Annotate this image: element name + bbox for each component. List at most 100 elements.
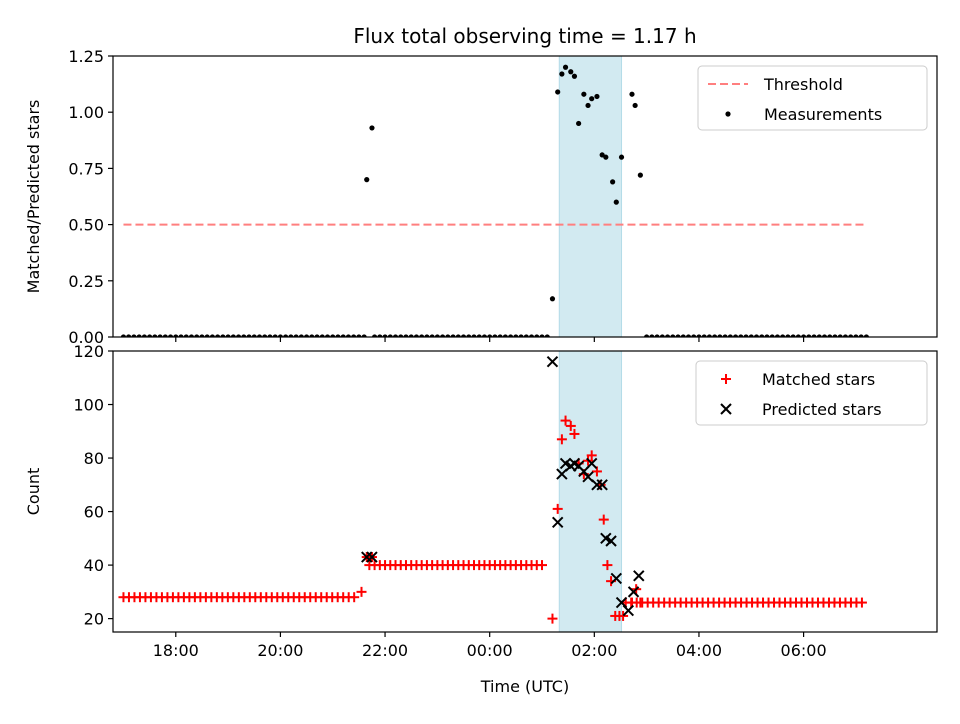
measurement-point — [644, 334, 650, 337]
marker-d2 — [610, 572, 623, 585]
measurement-point — [481, 334, 488, 337]
matched-star-marker — [565, 420, 576, 431]
marker-d2 — [546, 355, 559, 368]
marker-d2 — [596, 479, 608, 491]
measurement-point — [559, 71, 565, 77]
x-axis-label: Time (UTC) — [480, 677, 569, 696]
measurement-point — [727, 334, 733, 337]
matched-star-marker — [569, 428, 580, 439]
measurement-point — [774, 334, 781, 337]
measurement-point — [371, 334, 378, 337]
measurement-point — [743, 334, 749, 337]
measurement-point — [629, 91, 635, 97]
predicted-star-marker — [551, 516, 564, 528]
measurement-point — [691, 334, 697, 337]
measurement-point — [392, 334, 399, 337]
y-tick-label: 1.25 — [68, 47, 104, 66]
marker-d2 — [600, 532, 612, 545]
measurement-point — [471, 334, 477, 337]
legend: Threshold Measurements — [697, 65, 928, 131]
measurement-point — [842, 334, 849, 337]
measurement-point — [722, 334, 728, 337]
x-tick-label: 20:00 — [257, 641, 303, 660]
measurement-point — [800, 334, 807, 337]
measurement-point — [387, 334, 393, 337]
measurement-point — [460, 334, 467, 337]
measurement-point — [863, 334, 869, 337]
measurement-point — [523, 334, 529, 337]
measurement-point — [811, 334, 817, 337]
measurement-point — [450, 334, 456, 337]
measurement-point — [581, 91, 587, 97]
measurement-point — [685, 334, 692, 337]
marker-d2 — [591, 479, 603, 491]
measurement-point — [832, 334, 838, 337]
measurement-point — [351, 334, 357, 337]
swatch-d2 — [720, 403, 732, 415]
measurement-point — [204, 334, 210, 337]
measurement-point — [664, 334, 671, 337]
measurement-point — [303, 334, 310, 337]
measurement-point — [528, 334, 535, 337]
legend-predicted-swatch — [720, 403, 732, 415]
measurement-point — [330, 334, 336, 337]
x-tick-label: 02:00 — [571, 641, 617, 660]
marker-d2 — [615, 596, 628, 609]
x-tick-label: 22:00 — [362, 641, 408, 660]
x-tick-label: 00:00 — [467, 641, 513, 660]
measurement-point — [769, 334, 775, 337]
measurement-point — [513, 334, 519, 337]
marker-d2 — [366, 551, 378, 563]
measurement-point — [675, 334, 681, 337]
measurement-point — [610, 179, 616, 185]
measurement-point — [424, 334, 430, 337]
observing-window-shade — [558, 56, 623, 337]
y-tick-label: 0.25 — [68, 272, 104, 291]
top-panel: 0.00 0.25 0.50 0.75 1.00 1.25 Matched/Predicte… — [24, 47, 938, 347]
measurement-point — [594, 93, 600, 100]
marker-d2 — [556, 468, 568, 480]
measurement-point — [487, 334, 493, 337]
measurement-point — [670, 334, 676, 337]
measurement-point — [152, 334, 158, 337]
marker-d2 — [559, 457, 572, 470]
measurement-point — [848, 334, 854, 337]
measurement-point — [288, 334, 294, 337]
measurement-point — [225, 334, 231, 337]
measurement-point — [576, 120, 582, 127]
measurement-point — [209, 334, 216, 337]
predicted-star-marker — [546, 355, 559, 368]
measurement-point — [827, 334, 833, 337]
axes-frame — [112, 350, 938, 633]
chart-title: Flux total observing time = 1.17 h — [353, 24, 696, 48]
measurement-point — [246, 334, 252, 337]
measurement-point — [141, 334, 147, 337]
matched-star-marker — [547, 613, 558, 624]
measurement-point — [345, 334, 352, 337]
predicted-star-marker — [582, 471, 594, 483]
measurement-point — [816, 334, 822, 337]
measurement-point — [126, 334, 132, 337]
measurement-point — [309, 334, 315, 337]
predicted-star-marker — [627, 586, 640, 598]
series-1 — [361, 355, 645, 617]
marker-d2 — [551, 516, 564, 528]
legend-box — [697, 65, 928, 131]
measurement-point — [314, 334, 320, 337]
measurement-point — [759, 334, 765, 337]
measurement-point — [256, 334, 263, 337]
legend-measurement-swatch — [725, 111, 731, 117]
measurement-point — [413, 334, 420, 337]
observing-window-shade — [558, 351, 623, 632]
x-tick-label: 06:00 — [781, 641, 827, 660]
measurement-point — [319, 334, 325, 337]
measurement-point — [706, 334, 713, 337]
measurement-point — [518, 334, 524, 337]
y-axis-label: Matched/Predicted stars — [24, 100, 43, 294]
y-tick-label: 0.50 — [68, 216, 104, 235]
measurement-point — [748, 334, 754, 337]
measurement-point — [539, 334, 545, 337]
measurement-point — [476, 334, 482, 337]
measurement-point — [147, 334, 153, 337]
measurement-point — [199, 334, 205, 337]
